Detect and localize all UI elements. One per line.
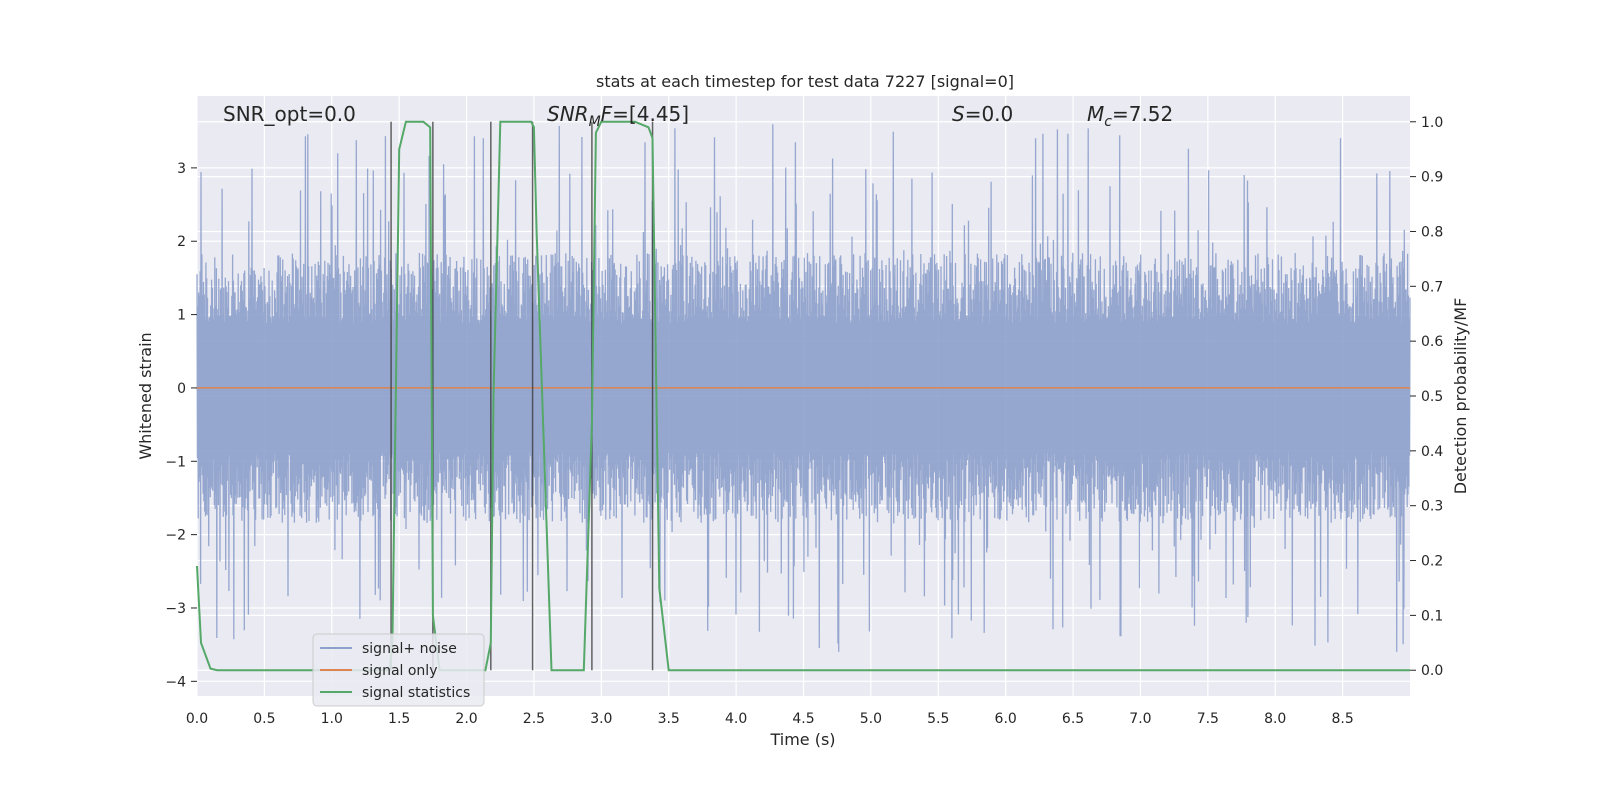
x-tick-label: 5.0 [860, 711, 882, 727]
x-axis-ticks: 0.0 0.5 1.0 1.5 2.0 2.5 3.0 3.5 4.0 4.5 5.0 5.5 6.0 6… [186, 711, 1354, 727]
legend-box [312, 633, 485, 707]
snr-mf-subscript: M [589, 114, 601, 130]
x-tick-label: 0.5 [253, 711, 275, 727]
left-y-tick-label: 0 [177, 381, 186, 397]
right-y-tick-label: 0.5 [1421, 389, 1443, 405]
snr-mf-main: SNR [547, 102, 589, 126]
left-y-axis-ticks: 3 2 1 0 −1 −2 −3 −4 [165, 161, 197, 690]
x-tick-label: 4.5 [792, 711, 814, 727]
x-tick-label: 6.5 [1062, 711, 1084, 727]
right-y-tick-label: 0.3 [1421, 499, 1443, 515]
x-tick-label: 7.5 [1197, 711, 1219, 727]
x-tick-label: 0.0 [186, 711, 208, 727]
x-tick-label: 5.5 [927, 711, 949, 727]
left-y-tick-label: 3 [177, 161, 186, 177]
x-tick-label: 3.0 [590, 711, 612, 727]
s-main: S [952, 102, 965, 126]
left-y-tick-label: 1 [177, 308, 186, 324]
left-y-tick-label: −3 [165, 601, 186, 617]
legend: signal+ noise signal only signal statist… [312, 633, 485, 707]
left-y-axis-label: Whitened strain [136, 332, 155, 459]
x-tick-label: 8.0 [1264, 711, 1286, 727]
right-y-tick-label: 0.7 [1421, 279, 1443, 295]
x-tick-label: 3.5 [658, 711, 680, 727]
noise-series [196, 124, 1411, 652]
x-tick-label: 2.5 [523, 711, 545, 727]
x-axis-label: Time (s) [769, 730, 835, 749]
left-y-tick-label: −1 [165, 454, 186, 470]
noise-series-line [196, 124, 1411, 652]
legend-label-noise: signal+ noise [362, 641, 457, 657]
right-y-tick-label: 0.0 [1421, 663, 1443, 679]
left-y-tick-label: 2 [177, 234, 186, 250]
snr-mf-annotation: SNRMF=[4.45] [547, 102, 689, 130]
right-y-tick-label: 0.8 [1421, 224, 1443, 240]
right-y-tick-label: 0.6 [1421, 334, 1443, 350]
right-y-axis-ticks: 1.0 0.9 0.8 0.7 0.6 0.5 0.4 0.3 0.2 0.1 0.0 [1410, 115, 1443, 679]
right-y-tick-label: 0.2 [1421, 554, 1443, 570]
x-tick-label: 6.0 [995, 711, 1017, 727]
right-y-axis-label: Detection probability/MF [1451, 298, 1470, 495]
s-value: =0.0 [965, 102, 1014, 126]
left-y-tick-label: −4 [165, 674, 186, 690]
x-tick-label: 4.0 [725, 711, 747, 727]
x-tick-label: 8.5 [1331, 711, 1353, 727]
snr-mf-mid: F [601, 102, 613, 126]
x-tick-label: 1.0 [321, 711, 343, 727]
legend-label-statistics: signal statistics [362, 685, 470, 701]
mc-value: =7.52 [1112, 102, 1173, 126]
chart-title: stats at each timestep for test data 722… [596, 72, 1014, 91]
right-y-tick-label: 0.1 [1421, 608, 1443, 624]
s-annotation: S=0.0 [952, 102, 1013, 126]
x-tick-label: 7.0 [1129, 711, 1151, 727]
x-tick-label: 2.0 [455, 711, 477, 727]
right-y-tick-label: 0.4 [1421, 444, 1443, 460]
mc-subscript: c [1104, 114, 1112, 130]
x-tick-label: 1.5 [388, 711, 410, 727]
snr-mf-value: =[4.45] [612, 102, 689, 126]
left-y-tick-label: −2 [165, 528, 186, 544]
right-y-tick-label: 0.9 [1421, 170, 1443, 186]
mc-main: M [1087, 102, 1104, 126]
snr-opt-annotation: SNR_opt=0.0 [223, 102, 356, 126]
mc-annotation: Mc=7.52 [1087, 102, 1173, 130]
legend-label-signal-only: signal only [362, 663, 437, 679]
right-y-tick-label: 1.0 [1421, 115, 1443, 131]
